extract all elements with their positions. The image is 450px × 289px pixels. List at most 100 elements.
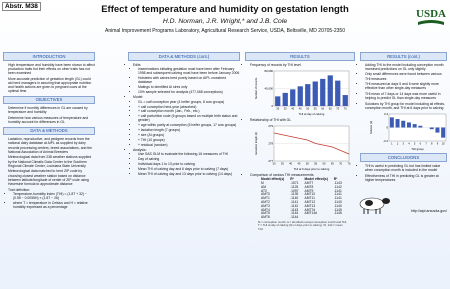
bar bbox=[441, 127, 446, 138]
y-tick-label: 277 bbox=[268, 159, 273, 163]
sub-item: Temperature-humidity index (THI) = (1.8T… bbox=[13, 192, 95, 201]
header-cell: Model effect(s) bbox=[304, 177, 328, 182]
sub-item: + sire (AI groups) bbox=[138, 133, 240, 137]
x-tick-label: 9 bbox=[437, 142, 439, 146]
bullet-text: Meteorological data matched to herd ZIP … bbox=[8, 169, 89, 187]
x-tick-label: 55 bbox=[314, 106, 317, 110]
cow-head bbox=[382, 198, 390, 205]
bullet-text: Adding THI to the model including concep… bbox=[365, 62, 444, 71]
cow-image bbox=[359, 198, 390, 215]
x-tick-label: 10 bbox=[442, 142, 445, 146]
table-cell: AMT8 bbox=[304, 184, 314, 189]
x-tick-label: 4 bbox=[408, 142, 410, 146]
bar bbox=[401, 121, 406, 128]
table-row: AMT6 .1144 bbox=[258, 215, 345, 220]
x-axis-label: THI group bbox=[411, 147, 424, 151]
bullet-list: Determine if monthly differences in GL a… bbox=[3, 106, 95, 124]
y-tick-label: 0.4 bbox=[384, 112, 388, 116]
column: RESULTSFrequency of records by THI level… bbox=[245, 50, 355, 232]
x-tick-label: 30 bbox=[273, 162, 276, 166]
bullet-item: Solutions by THI group for model includi… bbox=[365, 102, 447, 151]
table-cell: .1144 bbox=[290, 211, 299, 216]
table-cell: AM bbox=[261, 184, 266, 189]
table-row: AMT3 .1142 AMT13 .1140 bbox=[258, 203, 345, 209]
bullet-text: Analysis: bbox=[133, 148, 147, 153]
bar bbox=[412, 124, 417, 128]
x-tick-label: 3 bbox=[403, 142, 405, 146]
table-cell: AMT9 bbox=[304, 188, 314, 193]
table-cell: AMT2 bbox=[261, 200, 270, 205]
bullet-text: THI mean of 7 days or 14 days was more u… bbox=[365, 91, 441, 101]
table-cell: AMT7 bbox=[304, 181, 314, 186]
table-row: AM .1125 AMT8 .1142 bbox=[258, 184, 345, 190]
bullet-text: Model: bbox=[133, 95, 144, 100]
usda-logo: USDA bbox=[416, 8, 446, 25]
table-cell: .1139 bbox=[290, 192, 299, 197]
bullet-text: Edits bbox=[133, 62, 141, 67]
bullet-item: Only small differences were found betwee… bbox=[365, 72, 447, 81]
x-tick-label: 35 bbox=[281, 162, 284, 166]
bullet-item: THI mean of 7 days or 14 days was more u… bbox=[365, 92, 447, 101]
chart: 277 278 279 Gestation length (d) THI at 6 da… bbox=[254, 124, 351, 171]
table-cell: .1146 bbox=[333, 211, 342, 216]
sub-item: + calf parturition code (6 groups based … bbox=[138, 114, 240, 123]
table-cell: AMT14d bbox=[304, 211, 317, 216]
table-cell: AMT10 bbox=[304, 192, 316, 197]
sub-item: + residual (random) bbox=[138, 143, 240, 147]
bullet-text: Meteorological data from 238 weather sta… bbox=[8, 155, 92, 168]
x-tick-label: 40 bbox=[291, 106, 294, 110]
y-tick-label: 0 bbox=[386, 126, 388, 130]
bullet-text: More accurate prediction of gestation le… bbox=[8, 76, 92, 94]
bar bbox=[312, 81, 318, 106]
table-header: Model effect(s) R² Model effect(s) R² bbox=[258, 178, 345, 182]
section-header: RESULTS (cont.) bbox=[360, 52, 447, 61]
bullet-item: Model:GL = calf conception year (4 heife… bbox=[133, 95, 240, 147]
bullet-text: Only small differences were found betwee… bbox=[365, 72, 442, 81]
bar bbox=[429, 127, 434, 130]
x-tick-label: 55 bbox=[314, 162, 317, 166]
table-cell: .1141 bbox=[333, 196, 342, 201]
logo-text: USDA bbox=[416, 8, 446, 20]
x-tick-label: 50 bbox=[306, 162, 309, 166]
x-tick-label: 2 bbox=[397, 142, 399, 146]
bar bbox=[342, 94, 348, 106]
affiliation: Animal Improvement Programs Laboratory, … bbox=[104, 28, 345, 34]
table-row: AMT1 .1140 AMT11 .1141 bbox=[258, 196, 345, 201]
x-tick-label: 35 bbox=[284, 106, 287, 110]
table-cell: .1142 bbox=[290, 203, 299, 208]
x-tick-label: 6 bbox=[420, 142, 422, 146]
table-row: AMT2 .1141 AMT12 .1140 bbox=[258, 200, 345, 205]
table-cell: AMT5 bbox=[261, 211, 270, 216]
y-axis-label: Solution (d) bbox=[369, 121, 373, 134]
sub-item: Matings to identified AI sires only bbox=[138, 85, 240, 89]
header-cell: R² bbox=[333, 177, 338, 182]
table-cell: AMT3 bbox=[261, 203, 270, 208]
section-header: CONCLUSIONS bbox=[360, 153, 447, 162]
bullet-item: Determine how various measures of temper… bbox=[8, 116, 95, 125]
sub-item: Mean THI of calving day and 6 days prior… bbox=[138, 167, 240, 171]
bar bbox=[327, 75, 333, 106]
bar bbox=[290, 89, 296, 106]
header-cell: R² bbox=[290, 177, 294, 182]
bullet-item: Trait definition:Temperature-humidity in… bbox=[8, 188, 95, 210]
x-axis-label: THI at day of calving bbox=[299, 112, 325, 116]
bar bbox=[305, 83, 311, 106]
bullet-list: High temperature and humidity have been … bbox=[3, 63, 95, 94]
sub-list: GL = calf conception year (4 heifer grou… bbox=[133, 100, 240, 147]
sub-item: Day of calving bbox=[138, 157, 240, 161]
table-footnote: M = conception month; A = all effects ex… bbox=[258, 219, 347, 231]
sub-list: Use SAS GLM to evaluate the following 16… bbox=[133, 152, 240, 176]
bullet-item: High temperature and humidity have been … bbox=[8, 63, 95, 76]
bullet-list: Adding THI to the model including concep… bbox=[360, 62, 447, 151]
table-cell: .1141 bbox=[333, 188, 342, 193]
table-cell: .1140 bbox=[333, 203, 342, 208]
table-row: M .1571 AMT7 .1143 bbox=[258, 181, 345, 186]
x-tick-label: 45 bbox=[299, 106, 302, 110]
sub-item: + age within parity at conception (5 hei… bbox=[138, 123, 240, 127]
sub-item: + lactation length (7 groups) bbox=[138, 128, 240, 132]
sub-item: where T = temperature in Celsius and H =… bbox=[13, 201, 95, 210]
y-tick-label: 0 bbox=[271, 104, 273, 108]
section-header: INTRODUCTION bbox=[3, 52, 95, 61]
column: DATA & METHODS (cont.)EditsInseminations… bbox=[128, 50, 240, 177]
